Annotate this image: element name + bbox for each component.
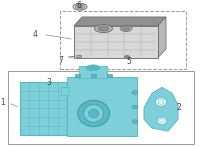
Ellipse shape [94, 25, 112, 32]
Ellipse shape [132, 120, 138, 123]
Ellipse shape [124, 56, 130, 59]
Text: 6: 6 [77, 1, 81, 10]
Text: 7: 7 [59, 56, 63, 65]
Bar [8, 71, 194, 144]
Ellipse shape [78, 6, 82, 8]
Text: 1: 1 [1, 98, 5, 107]
Ellipse shape [120, 26, 132, 31]
Polygon shape [74, 26, 158, 58]
Ellipse shape [77, 55, 82, 58]
Bar [67, 77, 137, 136]
Ellipse shape [73, 3, 87, 10]
Ellipse shape [158, 99, 164, 105]
Ellipse shape [123, 27, 130, 30]
Ellipse shape [126, 56, 128, 58]
Bar [107, 74, 112, 77]
Text: 3: 3 [47, 78, 51, 87]
Polygon shape [74, 17, 166, 26]
Bar [75, 74, 80, 77]
Ellipse shape [86, 65, 100, 71]
Text: 2: 2 [177, 103, 181, 112]
Ellipse shape [78, 100, 110, 127]
Ellipse shape [156, 98, 167, 106]
Bar [60, 11, 186, 69]
Ellipse shape [84, 105, 104, 122]
Ellipse shape [98, 26, 109, 31]
Ellipse shape [158, 117, 167, 125]
Ellipse shape [89, 109, 99, 118]
Bar [20, 82, 67, 135]
Text: 4: 4 [33, 30, 37, 39]
Ellipse shape [76, 4, 85, 9]
Text: 5: 5 [127, 57, 131, 66]
Polygon shape [144, 87, 178, 131]
Ellipse shape [132, 105, 138, 109]
Polygon shape [67, 80, 69, 135]
Bar [91, 74, 96, 77]
Bar [79, 66, 107, 78]
Ellipse shape [132, 91, 138, 94]
Bar [61, 87, 69, 95]
Polygon shape [158, 17, 166, 58]
Ellipse shape [160, 119, 165, 123]
